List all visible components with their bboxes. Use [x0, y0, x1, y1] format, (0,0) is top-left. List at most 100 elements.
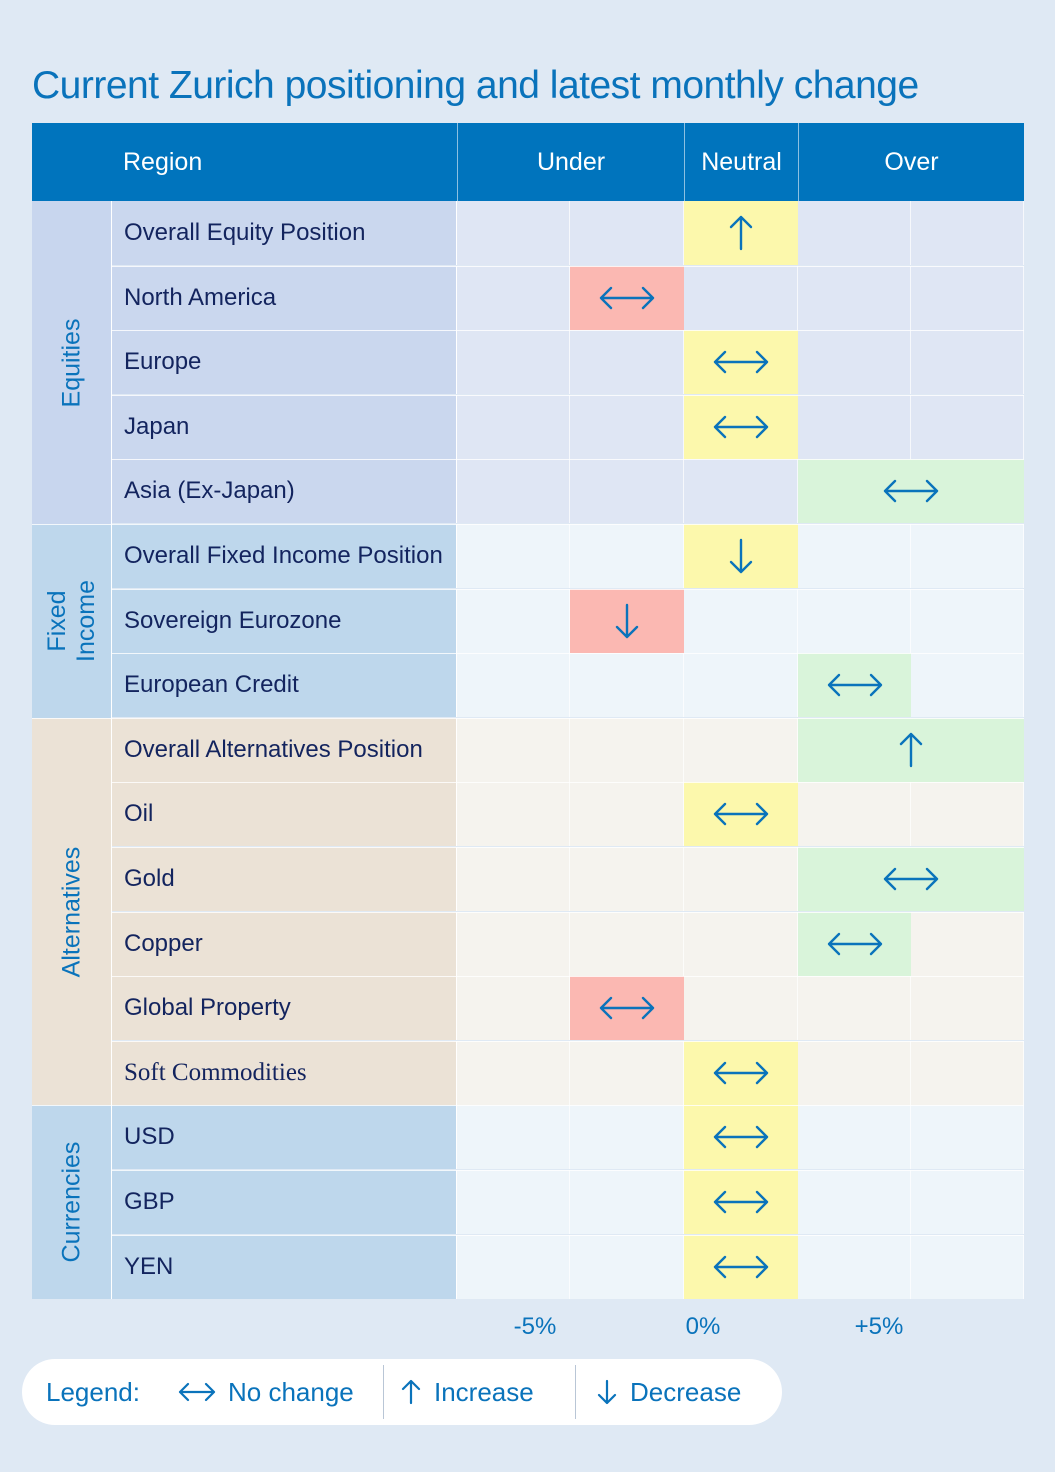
legend-title: Legend: — [46, 1376, 140, 1407]
grid-cell — [570, 717, 684, 782]
grid-cell — [684, 588, 798, 653]
row-divider — [112, 1234, 1024, 1236]
table-row: North America — [112, 265, 1024, 330]
arrow-down-icon — [597, 1379, 617, 1405]
table-row: Copper — [112, 911, 1024, 976]
row-divider — [112, 588, 1024, 590]
grid-cell — [911, 1105, 1024, 1170]
row-divider — [112, 1040, 1024, 1042]
row-label: Sovereign Eurozone — [112, 588, 457, 653]
row-divider — [112, 330, 1024, 332]
grid-cell — [457, 330, 570, 395]
grid-cell — [570, 1105, 684, 1170]
grid-cell — [911, 588, 1024, 653]
section-divider — [32, 717, 1024, 719]
grid-cell — [911, 330, 1024, 395]
category-equities: Equities — [32, 201, 112, 524]
table-row: Gold — [112, 847, 1024, 911]
row-label: Overall Equity Position — [112, 201, 457, 265]
axis-tick-zero: 0% — [685, 1313, 721, 1340]
grid-cell — [457, 394, 570, 459]
row-label: Oil — [112, 782, 457, 847]
grid-cell — [911, 1234, 1024, 1299]
legend-no-change: No change — [178, 1359, 354, 1425]
arrow-up-icon — [401, 1379, 421, 1405]
position-marker-under — [570, 976, 684, 1041]
position-marker-neutral — [684, 394, 798, 459]
grid-cell — [798, 524, 911, 588]
grid-cell — [457, 976, 570, 1041]
position-marker-over-full — [798, 717, 1024, 782]
grid-cell — [570, 847, 684, 911]
legend-divider — [575, 1365, 576, 1419]
no-change-icon — [713, 1126, 769, 1149]
row-divider — [112, 911, 1024, 913]
grid-cell — [798, 1040, 911, 1105]
row-divider — [112, 847, 1024, 848]
grid-cell — [684, 847, 798, 911]
row-label: USD — [112, 1105, 457, 1170]
table-row: Oil — [112, 782, 1024, 847]
axis: -5% 0% +5% — [0, 1313, 1055, 1343]
row-label: European Credit — [112, 653, 457, 718]
grid-cell — [911, 911, 1024, 976]
header-under: Under — [457, 123, 684, 201]
axis-tick-plus5: +5% — [854, 1313, 904, 1340]
position-marker-under — [570, 588, 684, 653]
row-label: Overall Alternatives Position — [112, 717, 457, 782]
grid-cell — [570, 459, 684, 524]
legend: Legend: No change Increase Decrease — [22, 1359, 782, 1425]
legend-no-change-label: No change — [228, 1376, 354, 1407]
grid-cell — [911, 976, 1024, 1041]
grid-cell — [684, 265, 798, 330]
row-label: Asia (Ex-Japan) — [112, 459, 457, 524]
table-header: Region Under Neutral Over — [32, 123, 1024, 201]
row-divider — [112, 459, 1024, 461]
section-divider — [32, 524, 1024, 525]
grid-cell — [457, 1040, 570, 1105]
no-change-icon — [713, 1255, 769, 1278]
position-marker-neutral — [684, 524, 798, 588]
table-row: Sovereign Eurozone — [112, 588, 1024, 653]
grid-cell — [570, 782, 684, 847]
grid-cell — [911, 394, 1024, 459]
grid-cell — [911, 201, 1024, 265]
table-row: Global Property — [112, 976, 1024, 1041]
grid-cell — [798, 588, 911, 653]
category-label: Fixed Income — [42, 579, 100, 662]
position-marker-over-full — [798, 459, 1024, 524]
table-row: Overall Fixed Income Position — [112, 524, 1024, 588]
no-change-icon — [827, 932, 882, 955]
table-row: Asia (Ex-Japan) — [112, 459, 1024, 524]
grid-cell — [911, 265, 1024, 330]
position-marker-neutral — [684, 1234, 798, 1299]
no-change-icon — [883, 867, 939, 891]
row-label: Copper — [112, 911, 457, 976]
row-label: Japan — [112, 394, 457, 459]
category-label: Currencies — [57, 1141, 85, 1263]
grid-cell — [457, 588, 570, 653]
table-row: USD — [112, 1105, 1024, 1170]
header-region: Region — [123, 147, 203, 176]
no-change-icon — [827, 673, 882, 697]
legend-divider — [383, 1365, 384, 1419]
no-change-icon — [713, 803, 769, 826]
grid-cell — [911, 653, 1024, 718]
grid-cell — [798, 1105, 911, 1170]
section-divider — [32, 1105, 1024, 1107]
grid-cell — [798, 330, 911, 395]
category-label: Equities — [57, 318, 85, 407]
grid-cell — [570, 330, 684, 395]
grid-cell — [457, 459, 570, 524]
grid-cell — [570, 1040, 684, 1105]
grid-cell — [798, 201, 911, 265]
arrow-down-icon — [729, 538, 753, 574]
arrow-down-icon — [615, 603, 639, 638]
grid-cell — [570, 1170, 684, 1234]
grid-cell — [798, 782, 911, 847]
row-label: North America — [112, 265, 457, 330]
table-row: GBP — [112, 1170, 1024, 1234]
grid-cell — [911, 1040, 1024, 1105]
grid-cell — [457, 717, 570, 782]
row-label: Europe — [112, 330, 457, 395]
